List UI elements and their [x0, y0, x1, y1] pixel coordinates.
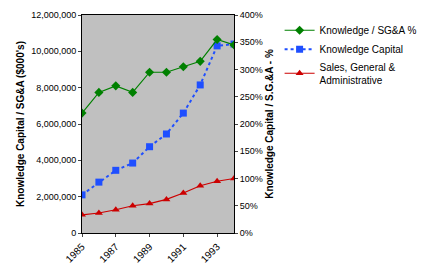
svg-text:250%: 250%	[240, 92, 263, 102]
svg-text:50%: 50%	[240, 201, 258, 211]
svg-text:0: 0	[71, 228, 76, 238]
svg-text:4,000,000: 4,000,000	[36, 155, 76, 165]
svg-text:8,000,000: 8,000,000	[36, 83, 76, 93]
svg-text:100%: 100%	[240, 174, 263, 184]
svg-text:300%: 300%	[240, 65, 263, 75]
svg-text:Sales, General &Administrative: Sales, General &Administrative	[320, 62, 396, 86]
svg-text:Knowledge Capital / SG&A ($000: Knowledge Capital / SG&A ($000's)	[15, 41, 26, 207]
svg-text:Knowledge / SG&A %: Knowledge / SG&A %	[320, 25, 417, 36]
svg-text:400%: 400%	[240, 10, 263, 20]
svg-text:6,000,000: 6,000,000	[36, 119, 76, 129]
svg-text:1991: 1991	[165, 241, 189, 265]
svg-text:1989: 1989	[131, 241, 155, 265]
svg-text:Knowledge Capital: Knowledge Capital	[320, 44, 403, 55]
svg-text:1987: 1987	[97, 241, 121, 265]
svg-text:1993: 1993	[199, 241, 223, 265]
svg-text:2,000,000: 2,000,000	[36, 192, 76, 202]
svg-text:1985: 1985	[63, 241, 87, 265]
svg-text:0%: 0%	[240, 228, 253, 238]
svg-text:Knowledge Capital / S.G.&A - %: Knowledge Capital / S.G.&A - %	[264, 49, 275, 199]
svg-text:150%: 150%	[240, 146, 263, 156]
svg-text:12,000,000: 12,000,000	[31, 10, 76, 20]
svg-text:10,000,000: 10,000,000	[31, 46, 76, 56]
svg-text:200%: 200%	[240, 119, 263, 129]
svg-text:350%: 350%	[240, 37, 263, 47]
